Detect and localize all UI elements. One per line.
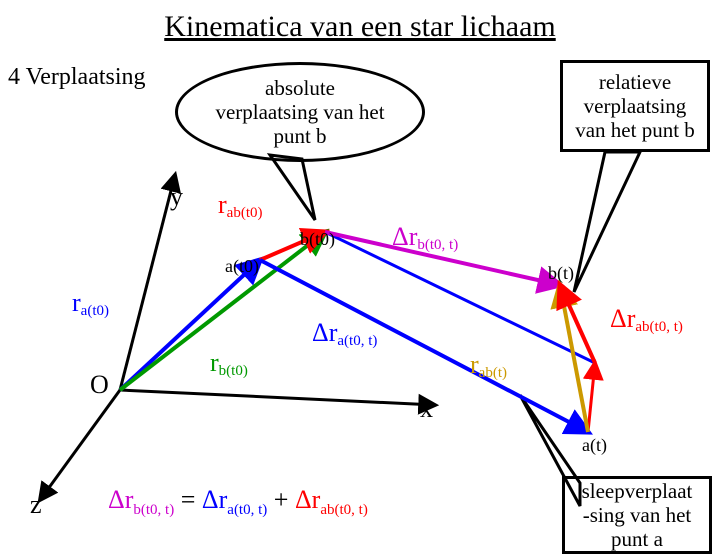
callout-absolute: absolute verplaatsing van het punt b	[175, 62, 425, 162]
callout-absolute-l3: punt b	[273, 124, 326, 148]
label-y-axis: y	[170, 182, 183, 212]
callout-tail-absolute	[270, 155, 315, 220]
vec-drab	[560, 285, 595, 363]
callout-absolute-l2: verplaatsing van het	[215, 100, 384, 124]
callout-absolute-l1: absolute	[265, 76, 335, 100]
label-rab-t0: rab(t0)	[218, 190, 263, 222]
label-dra: Δra(t0, t)	[312, 318, 377, 350]
callout-relative: relatieve verplaatsing van het punt b	[560, 60, 710, 152]
label-x-axis: x	[420, 394, 433, 424]
y-axis	[120, 175, 175, 390]
callout-sleep: sleepverplaat -sing van het punt a	[562, 476, 712, 554]
callout-relative-l2: verplaatsing	[584, 94, 687, 118]
callout-tail-relative	[574, 152, 640, 292]
eqn-eq: =	[181, 485, 202, 514]
x-axis	[120, 390, 435, 405]
label-z-axis: z	[30, 490, 42, 520]
callout-sleep-l1: sleepverplaat	[582, 479, 693, 503]
label-rb-t0: rb(t0)	[210, 348, 248, 380]
label-ra-t0: ra(t0)	[72, 288, 109, 320]
callout-relative-l1: relatieve	[599, 70, 671, 94]
eqn-t2: Δrab(t0, t)	[295, 485, 368, 514]
label-rab-t: rab(t)	[470, 350, 507, 382]
label-point-a-t0: a(t0)	[225, 255, 259, 277]
callout-sleep-l2: -sing van het	[583, 503, 691, 527]
eqn-lhs: Δrb(t0, t)	[108, 485, 174, 514]
equation: Δrb(t0, t) = Δra(t0, t) + Δrab(t0, t)	[108, 485, 368, 519]
label-drb: Δrb(t0, t)	[392, 222, 458, 254]
eqn-t1: Δra(t0, t)	[202, 485, 267, 514]
z-axis	[40, 390, 120, 500]
callout-sleep-l3: punt a	[611, 527, 663, 551]
label-point-b-t: b(t)	[548, 262, 574, 284]
label-point-a-t: a(t)	[582, 434, 607, 456]
label-drab: Δrab(t0, t)	[610, 304, 683, 336]
label-origin: O	[90, 370, 109, 400]
label-point-b-t0: b(t0)	[300, 228, 335, 250]
vec-rab-t0-translated	[588, 363, 595, 432]
callout-relative-l3: van het punt b	[575, 118, 695, 142]
eqn-plus: +	[274, 485, 295, 514]
